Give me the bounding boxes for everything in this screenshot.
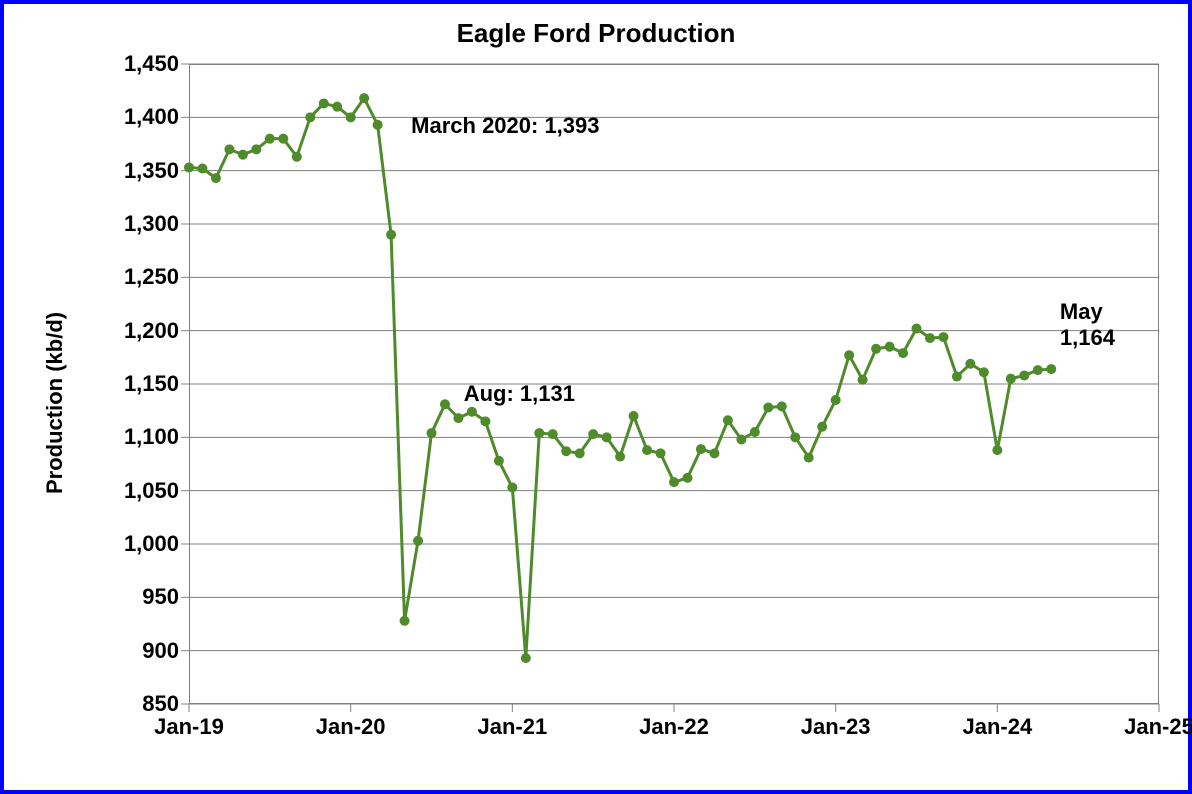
y-tick-label: 1,050 <box>94 478 179 504</box>
x-tick-label: Jan-19 <box>139 714 239 740</box>
chart-frame: Eagle Ford Production Production (kb/d) … <box>0 0 1192 794</box>
x-tick-label: Jan-20 <box>301 714 401 740</box>
y-tick-label: 1,100 <box>94 424 179 450</box>
y-tick-label: 950 <box>94 584 179 610</box>
y-axis-label: Production (kb/d) <box>42 312 68 494</box>
y-tick-label: 900 <box>94 638 179 664</box>
x-tick-label: Jan-21 <box>462 714 562 740</box>
y-tick-label: 1,350 <box>94 158 179 184</box>
y-tick-label: 1,150 <box>94 371 179 397</box>
y-tick-label: 1,300 <box>94 211 179 237</box>
chart-annotation: March 2020: 1,393 <box>411 113 599 138</box>
x-tick-label: Jan-23 <box>786 714 886 740</box>
y-tick-label: 1,250 <box>94 264 179 290</box>
y-tick-label: 1,450 <box>94 51 179 77</box>
plot-area <box>189 64 1159 704</box>
x-tick-label: Jan-25 <box>1109 714 1192 740</box>
y-tick-label: 1,400 <box>94 104 179 130</box>
x-tick-label: Jan-22 <box>624 714 724 740</box>
chart-annotation: Aug: 1,131 <box>464 381 575 406</box>
chart-annotation: May 1,164 <box>1060 299 1115 350</box>
y-tick-label: 1,200 <box>94 318 179 344</box>
x-tick-label: Jan-24 <box>947 714 1047 740</box>
chart-title: Eagle Ford Production <box>4 18 1188 49</box>
y-tick-label: 1,000 <box>94 531 179 557</box>
